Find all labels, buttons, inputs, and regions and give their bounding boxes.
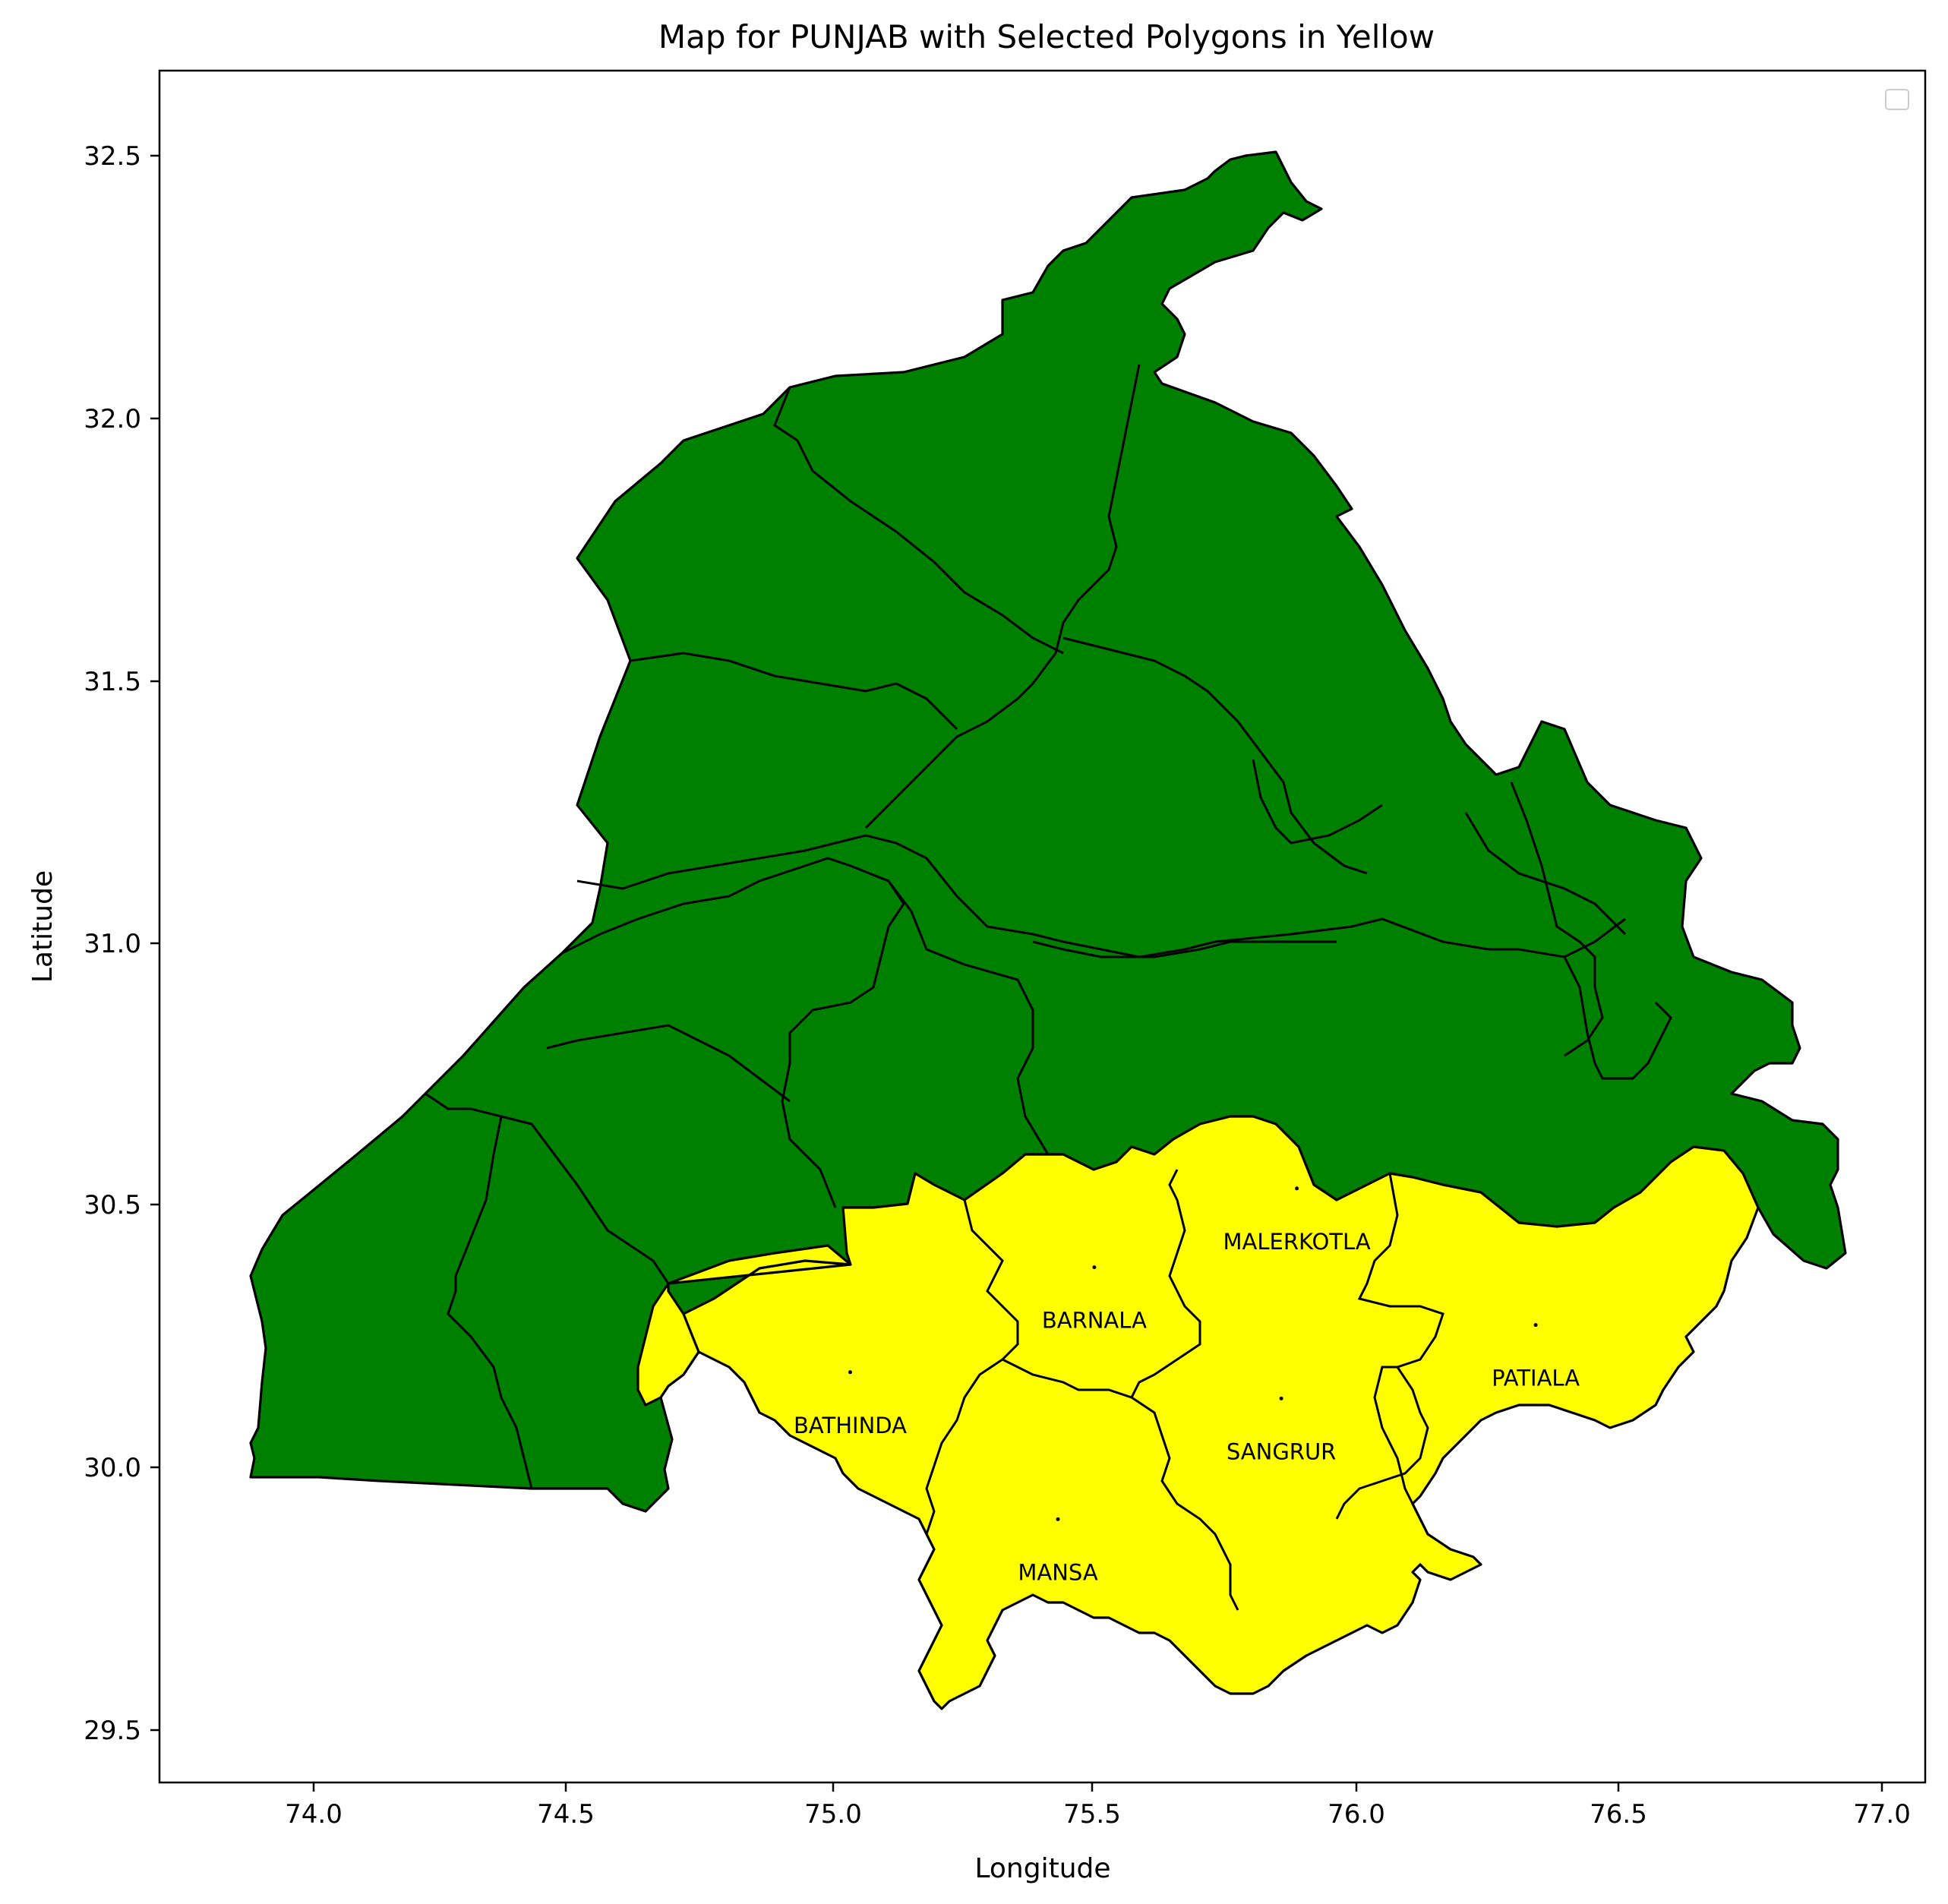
district-label-patiala: PATIALA bbox=[1492, 1366, 1580, 1391]
x-tick-label: 76.0 bbox=[1328, 1799, 1385, 1830]
x-tick-label: 77.0 bbox=[1853, 1799, 1911, 1830]
x-axis-title: Longitude bbox=[974, 1853, 1110, 1884]
district-border bbox=[1252, 759, 1383, 845]
district-label-sangrur: SANGRUR bbox=[1227, 1438, 1336, 1464]
y-axis-title: Latitude bbox=[27, 870, 58, 983]
district-border bbox=[425, 1092, 670, 1284]
district-border bbox=[1464, 812, 1627, 936]
district-border bbox=[1335, 1366, 1429, 1520]
district-centroid-marker bbox=[1533, 1323, 1538, 1328]
district-border bbox=[887, 880, 1063, 1156]
map-title: Map for PUNJAB with Selected Polygons in… bbox=[658, 18, 1435, 55]
district-border bbox=[1510, 781, 1604, 1057]
district-border bbox=[1563, 956, 1672, 1080]
district-border bbox=[1357, 1173, 1444, 1505]
district-border bbox=[561, 857, 905, 1208]
y-axis: 32.5 32.0 31.5 31.0 30.5 30.0 29.5 Latit… bbox=[27, 141, 159, 1746]
district-border bbox=[447, 1116, 533, 1489]
y-tick-label: 32.0 bbox=[84, 404, 141, 434]
district-border bbox=[1032, 940, 1337, 958]
x-tick-label: 75.5 bbox=[1063, 1799, 1121, 1830]
district-centroid-marker bbox=[1279, 1396, 1283, 1400]
district-border bbox=[1062, 636, 1368, 875]
district-centroid-marker bbox=[848, 1370, 852, 1375]
y-tick-label: 31.5 bbox=[84, 667, 141, 697]
y-tick-label: 32.5 bbox=[84, 141, 141, 172]
district-border bbox=[546, 1024, 791, 1103]
district-label-mansa: MANSA bbox=[1018, 1559, 1097, 1585]
selected-district-region bbox=[636, 1115, 1760, 1710]
district-centroid-marker bbox=[1056, 1517, 1060, 1521]
district-border bbox=[925, 1358, 1003, 1535]
district-border bbox=[576, 834, 1626, 958]
district-border bbox=[630, 652, 958, 731]
x-axis: 74.0 74.5 75.0 75.5 76.0 76.5 77.0 Longi… bbox=[285, 1782, 1911, 1884]
x-tick-label: 76.5 bbox=[1590, 1799, 1647, 1830]
district-label-malerkotla: MALERKOTLA bbox=[1223, 1229, 1371, 1255]
district-border bbox=[1002, 1169, 1201, 1399]
district-border bbox=[864, 364, 1141, 829]
legend-box bbox=[1885, 89, 1909, 110]
axes-frame bbox=[158, 69, 1927, 1784]
district-border bbox=[963, 1199, 1019, 1361]
district-label-barnala: BARNALA bbox=[1042, 1308, 1147, 1334]
y-tick-label: 31.0 bbox=[84, 929, 141, 959]
x-tick-label: 74.5 bbox=[537, 1799, 595, 1830]
y-tick-label: 30.0 bbox=[84, 1453, 141, 1483]
map-regions bbox=[249, 150, 1847, 1710]
district-border bbox=[1131, 1396, 1239, 1611]
district-label-bathinda: BATHINDA bbox=[794, 1413, 907, 1438]
district-centroid-marker bbox=[1092, 1265, 1097, 1270]
x-tick-label: 75.0 bbox=[804, 1799, 862, 1830]
district-centroid-marker bbox=[1295, 1186, 1299, 1191]
y-tick-label: 30.5 bbox=[84, 1190, 141, 1220]
district-labels: MALERKOTLA BARNALA PATIALA BATHINDA SANGRUR M… bbox=[794, 1186, 1580, 1585]
x-tick-label: 74.0 bbox=[285, 1799, 343, 1830]
y-tick-label: 29.5 bbox=[84, 1716, 141, 1746]
district-border bbox=[773, 387, 1064, 655]
